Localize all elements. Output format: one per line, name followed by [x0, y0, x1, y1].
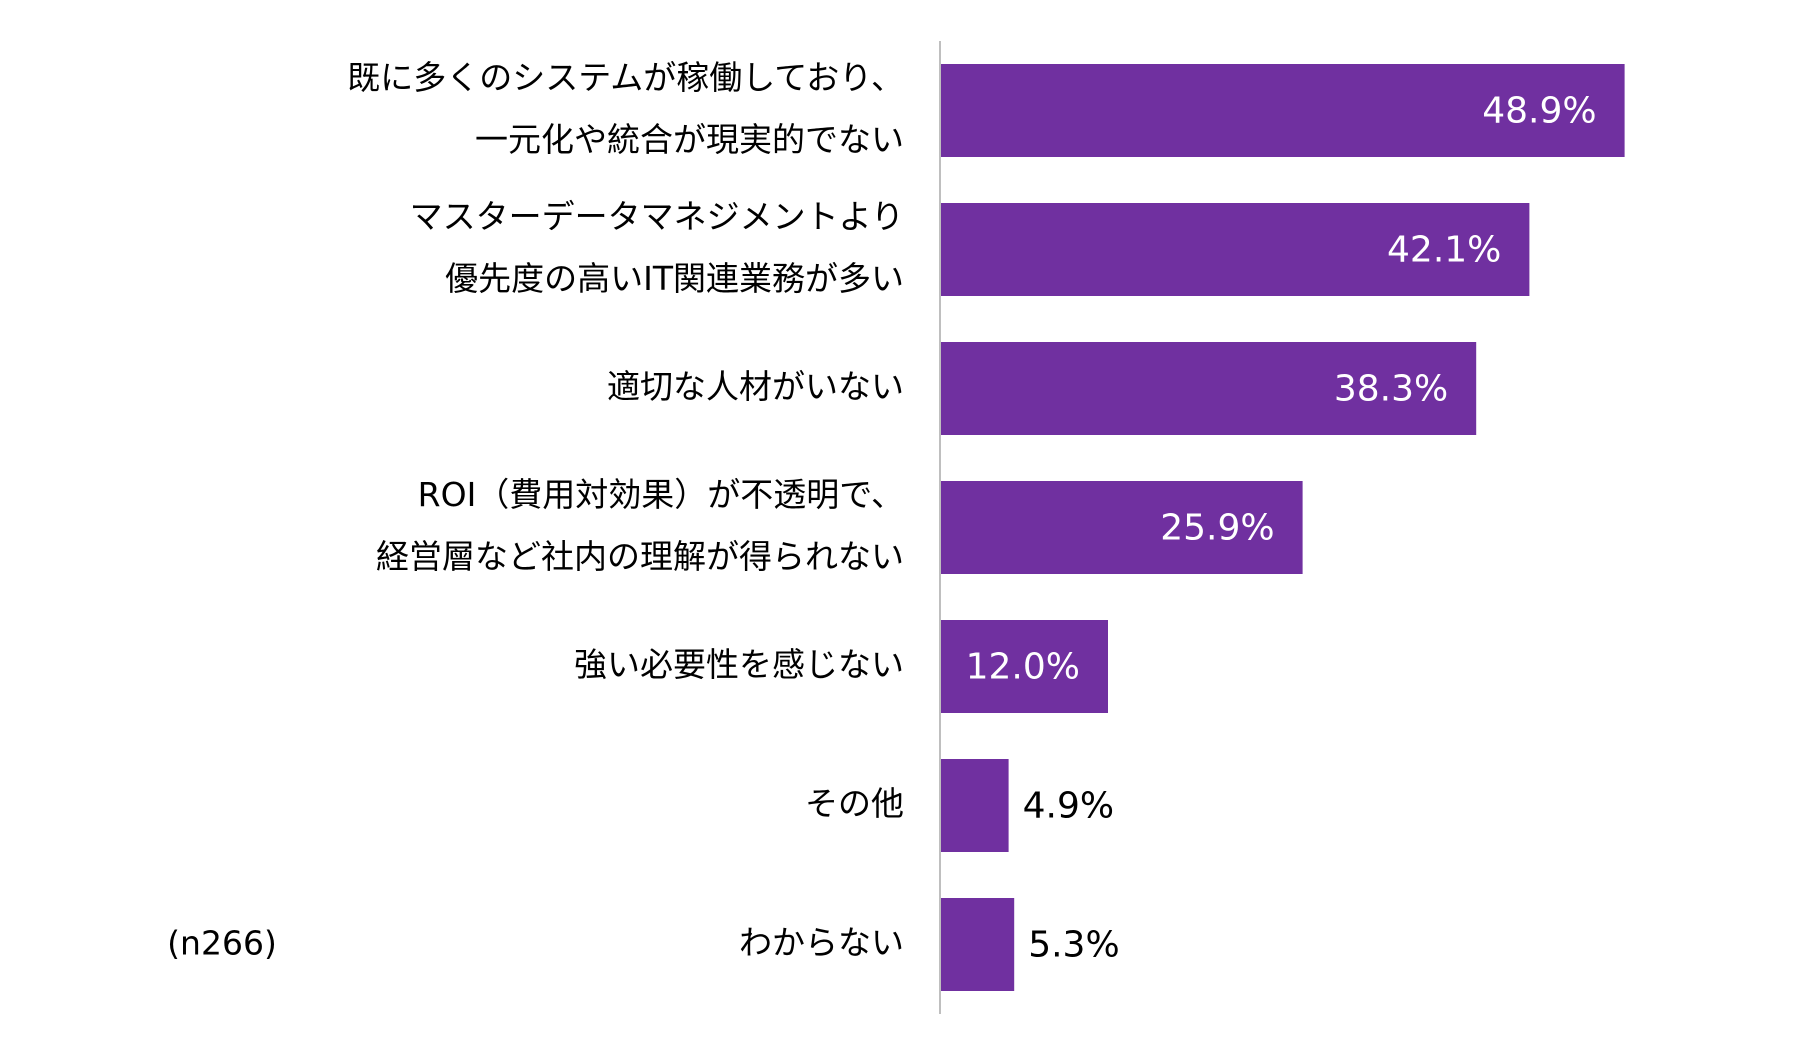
value-label: 25.9%	[1160, 508, 1274, 549]
bar	[940, 620, 1108, 713]
value-label: 42.1%	[1387, 230, 1501, 271]
category-label: わからない	[739, 923, 904, 962]
value-label: 48.9%	[1482, 91, 1596, 132]
category-label: 経営層など社内の理解が得られない	[376, 537, 904, 576]
category-label: 優先度の高いIT関連業務が多い	[445, 259, 904, 298]
sample-note: (n266)	[167, 924, 277, 963]
category-label: 既に多くのシステムが稼働しており、	[347, 58, 904, 97]
bar	[940, 342, 1477, 435]
category-label: マスターデータマネジメントより	[410, 197, 904, 236]
bar	[940, 64, 1625, 157]
value-label: 4.9%	[1023, 786, 1114, 827]
bar	[940, 203, 1530, 296]
category-label: その他	[805, 784, 904, 823]
bar	[940, 481, 1303, 574]
value-label: 5.3%	[1028, 925, 1119, 966]
category-label: 一元化や統合が現実的でない	[475, 120, 904, 159]
category-label: 強い必要性を感じない	[574, 645, 904, 684]
value-label: 12.0%	[966, 647, 1080, 688]
category-label: ROI（費用対効果）が不透明で、	[418, 475, 904, 514]
bar	[940, 759, 1009, 852]
category-label: 適切な人材がいない	[607, 367, 904, 406]
bar	[940, 898, 1015, 991]
value-label: 38.3%	[1334, 369, 1448, 410]
